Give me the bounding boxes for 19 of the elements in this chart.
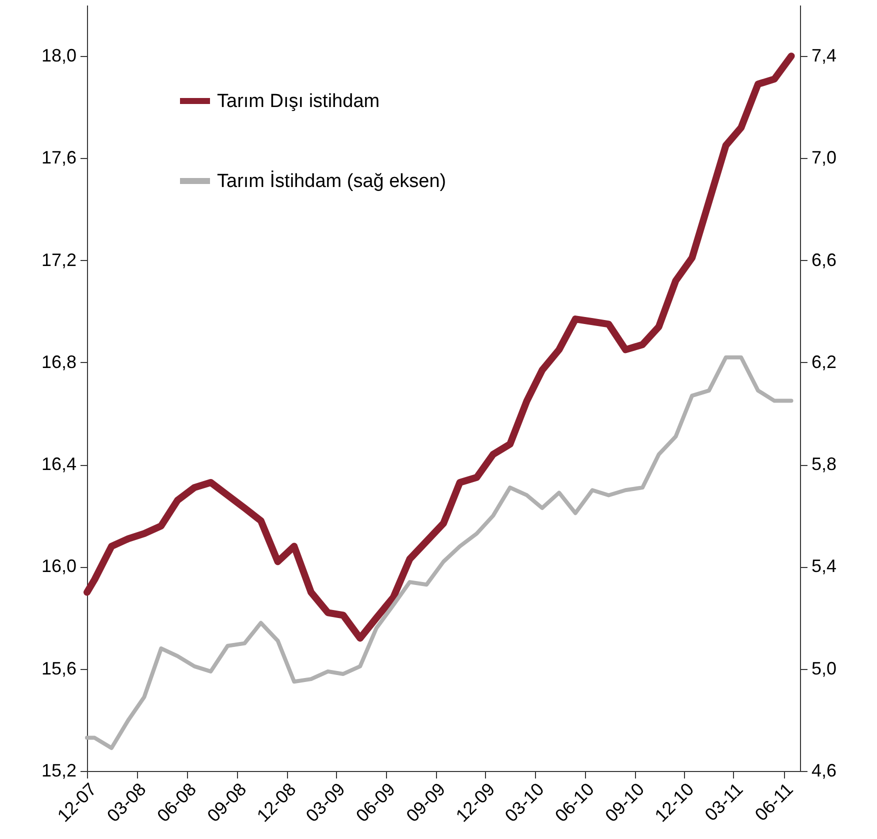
y-tick-label: 15,2 bbox=[41, 760, 76, 780]
y-tick-label: 16,0 bbox=[41, 556, 76, 576]
y-tick-label: 18,0 bbox=[41, 46, 76, 66]
y2-tick-label: 5,8 bbox=[812, 454, 837, 474]
y-tick-label: 16,8 bbox=[41, 352, 76, 372]
line-series bbox=[85, 355, 794, 750]
legend-label: Tarım Dışı istihdam bbox=[217, 91, 380, 112]
y2-tick-label: 6,2 bbox=[812, 352, 837, 372]
y-tick-label: 17,6 bbox=[41, 148, 76, 168]
y-tick-label: 15,6 bbox=[41, 658, 76, 678]
y2-tick-label: 6,6 bbox=[812, 250, 837, 270]
y-tick-label: 17,2 bbox=[41, 250, 76, 270]
y2-tick-label: 7,0 bbox=[812, 148, 837, 168]
y2-tick-label: 7,4 bbox=[812, 46, 837, 66]
y-tick-label: 16,4 bbox=[41, 454, 76, 474]
y2-tick-label: 4,6 bbox=[812, 760, 837, 780]
legend-label: Tarım İstihdam (sağ eksen) bbox=[217, 170, 446, 192]
y2-tick-label: 5,0 bbox=[812, 658, 837, 678]
y2-tick-label: 5,4 bbox=[812, 556, 837, 576]
